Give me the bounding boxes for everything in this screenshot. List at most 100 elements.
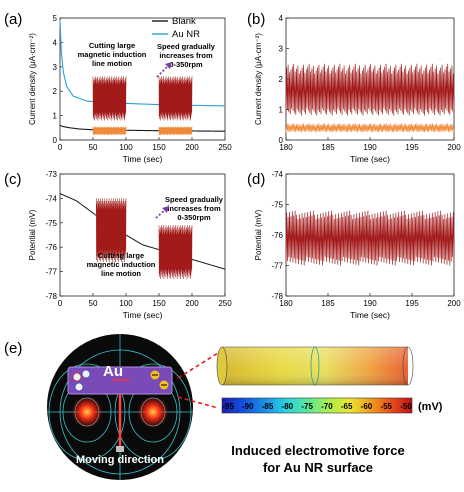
field-lines xyxy=(47,334,193,480)
y-tick-label: -74 xyxy=(45,194,57,203)
speed-arrow-head xyxy=(165,62,172,69)
legend: Blank Au NR xyxy=(152,16,200,40)
panel-label-c: (c) xyxy=(4,171,22,188)
x-tick-label: 150 xyxy=(152,299,166,308)
panel-label-b: (b) xyxy=(247,11,265,28)
series-potential xyxy=(59,193,226,270)
chart-b: 180 185 190 195 200 0 1 2 3 4 Time (sec) Current de… xyxy=(254,14,461,164)
colorbar-tick-label: -85 xyxy=(262,402,274,411)
burst-red-1 xyxy=(158,76,193,121)
colorbar-tick-label: -65 xyxy=(341,402,353,411)
burst-red-0 xyxy=(92,76,127,121)
y-tick-label: 5 xyxy=(53,14,58,23)
y-axis-label: Current density (μA·cm⁻²) xyxy=(254,33,263,125)
rod-shade xyxy=(222,347,408,385)
x-axis-label: Time (sec) xyxy=(123,154,163,164)
series-au-nr xyxy=(59,20,226,107)
y-tick-label: 0 xyxy=(279,136,284,145)
panel-label-e: (e) xyxy=(4,340,22,357)
x-tick-label: 180 xyxy=(279,143,293,152)
colorbar-tick-label: -75 xyxy=(301,402,313,411)
x-tick-label: 0 xyxy=(58,299,63,308)
x-tick-label: 250 xyxy=(218,299,232,308)
charge-2 xyxy=(81,369,91,379)
x-axis-label: Time (sec) xyxy=(350,154,390,164)
x-tick-label: 250 xyxy=(218,143,232,152)
x-tick-label: 100 xyxy=(119,299,133,308)
series-blank xyxy=(59,124,226,132)
colorbar-rect xyxy=(221,397,413,414)
plot-frame xyxy=(59,173,226,297)
annotation-line: 0-350rpm xyxy=(169,60,203,69)
x-tick-label: 50 xyxy=(89,299,98,308)
charge-3 xyxy=(74,382,84,392)
magnet-base xyxy=(116,446,124,452)
x-tick-label: 100 xyxy=(119,143,133,152)
hot-spot-left xyxy=(71,396,103,428)
colorbar-ticks: -95 -90 -85 -80 -75 -70 -65 -60 -55 -50 xyxy=(222,402,412,411)
chart-d: 180 185 190 195 200 -78 -77 -76 -75 -74 Time (sec)… xyxy=(254,170,461,320)
annotation-line: increases from xyxy=(159,51,213,60)
y-tick-label: -77 xyxy=(45,268,57,277)
x-tick-label: 200 xyxy=(447,143,461,152)
burst-red-1 xyxy=(158,225,193,279)
colorbar-tick-label: -95 xyxy=(222,402,234,411)
colorbar-tick-label: -60 xyxy=(361,402,373,411)
colorbar: -95 -90 -85 -80 -75 -70 -65 -60 -55 -50 (mV) xyxy=(221,397,443,414)
annotation-line: Cutting large xyxy=(98,251,144,260)
panel-e: Au Moving direction xyxy=(47,334,443,480)
legend-entry: Au NR xyxy=(172,29,200,40)
y-tick-label: 4 xyxy=(53,38,58,47)
colorbar-tick-label: -50 xyxy=(400,402,412,411)
annotation-line: Speed gradually xyxy=(165,195,224,204)
plot-frame xyxy=(285,173,455,297)
colorbar-tick-label: -55 xyxy=(380,402,392,411)
x-tick-label: 150 xyxy=(152,143,166,152)
x-tick-label: 195 xyxy=(405,143,419,152)
y-tick-label: -75 xyxy=(45,219,57,228)
y-tick-label: -77 xyxy=(271,262,283,271)
rod-3d xyxy=(216,346,414,386)
annotation-line: Cutting large xyxy=(89,41,135,50)
x-tick-label: 190 xyxy=(363,143,377,152)
y-tick-label: -78 xyxy=(271,292,283,301)
burst-orange-0 xyxy=(92,126,127,136)
oscillation-red xyxy=(285,210,455,266)
oscillation-red xyxy=(285,63,455,116)
burst-orange-1 xyxy=(158,126,193,136)
x-tick-label: 0 xyxy=(58,143,63,152)
annotation-line: magnetic induction xyxy=(87,260,156,269)
connector-top xyxy=(177,352,219,379)
hot-spots xyxy=(71,396,169,428)
x-tick-label: 185 xyxy=(321,143,335,152)
y-tick-label: 1 xyxy=(279,106,284,115)
x-tick-label: 200 xyxy=(185,143,199,152)
y-tick-label: -74 xyxy=(271,170,283,179)
panel-label-a: (a) xyxy=(4,11,22,28)
y-axis-label: Current density (μA·cm⁻²) xyxy=(28,33,37,125)
y-tick-label: 3 xyxy=(53,63,58,72)
x-axis-label: Time (sec) xyxy=(350,310,390,320)
y-tick-label: 3 xyxy=(279,45,284,54)
y-tick-label: -76 xyxy=(271,231,283,240)
y-tick-label: -78 xyxy=(45,292,57,301)
annotation-line: increases from xyxy=(167,204,221,213)
colorbar-unit: (mV) xyxy=(418,401,443,413)
x-tick-label: 190 xyxy=(363,299,377,308)
y-tick-label: -73 xyxy=(45,170,57,179)
y-tick-label: -75 xyxy=(271,201,283,210)
annotation-line: magnetic induction xyxy=(78,50,147,59)
y-tick-label: 1 xyxy=(53,112,58,121)
colorbar-tick-label: -80 xyxy=(282,402,294,411)
y-axis-label: Potential (mV) xyxy=(254,209,263,260)
y-axis-label: Potential (mV) xyxy=(28,209,37,260)
x-tick-label: 200 xyxy=(447,299,461,308)
y-tick-label: 2 xyxy=(53,87,58,96)
caption-line-1: Induced electromotive force xyxy=(231,443,404,458)
speed-arrow-head xyxy=(162,206,169,213)
speed-arrow xyxy=(156,63,171,78)
y-tick-label: 4 xyxy=(279,14,284,23)
plot-frame xyxy=(285,17,455,141)
y-tick-label: -76 xyxy=(45,243,57,252)
x-tick-label: 185 xyxy=(321,299,335,308)
